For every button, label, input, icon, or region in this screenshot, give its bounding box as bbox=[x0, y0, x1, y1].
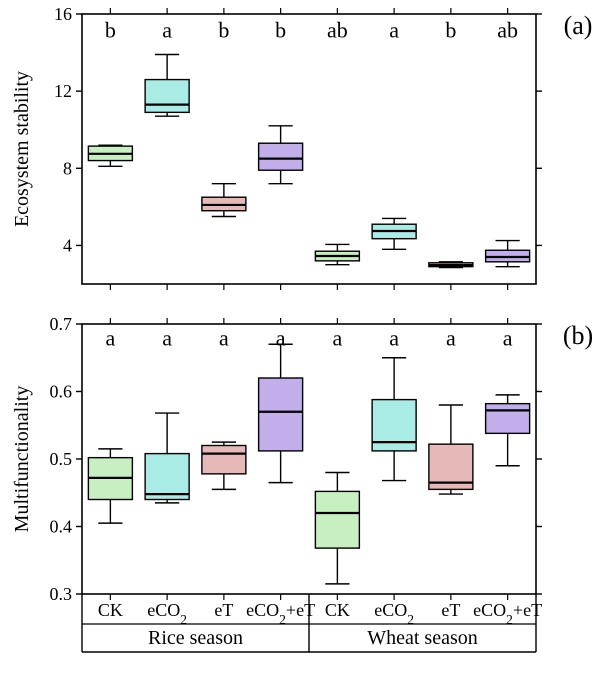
boxplot bbox=[372, 358, 416, 481]
sig-letter: a bbox=[389, 326, 399, 351]
y-axis-label: Multifunctionality bbox=[11, 386, 33, 533]
chart-svg: 481216Ecosystem stability(a)babbababab0.… bbox=[0, 0, 616, 685]
boxplot bbox=[486, 241, 530, 267]
x-category-label: eCO2+eT bbox=[246, 600, 315, 627]
season-label: Wheat season bbox=[367, 627, 478, 649]
ytick-label: 4 bbox=[63, 235, 72, 255]
panel-label: (a) bbox=[564, 11, 593, 40]
ytick-label: 0.5 bbox=[50, 449, 73, 469]
sig-letter: a bbox=[105, 326, 115, 351]
sig-letter: b bbox=[275, 17, 286, 42]
boxplot bbox=[259, 126, 303, 184]
sig-letter: a bbox=[162, 17, 172, 42]
x-category-label: eT bbox=[214, 600, 233, 620]
ytick-label: 16 bbox=[54, 4, 72, 24]
season-label: Rice season bbox=[148, 627, 243, 649]
ytick-label: 12 bbox=[54, 81, 72, 101]
figure-container: 481216Ecosystem stability(a)babbababab0.… bbox=[0, 0, 616, 685]
x-category-label: eT bbox=[441, 600, 460, 620]
ytick-label: 8 bbox=[63, 158, 72, 178]
ytick-label: 0.3 bbox=[50, 584, 73, 604]
sig-letter: ab bbox=[327, 17, 348, 42]
sig-letter: b bbox=[445, 17, 456, 42]
sig-letter: a bbox=[503, 326, 513, 351]
boxplot bbox=[202, 184, 246, 217]
boxplot bbox=[429, 262, 473, 268]
boxplot bbox=[202, 442, 246, 489]
ytick-label: 0.4 bbox=[50, 517, 73, 537]
x-category-label: eCO2 bbox=[374, 600, 414, 627]
ytick-label: 0.6 bbox=[50, 382, 73, 402]
boxplot bbox=[315, 244, 359, 264]
sig-letter: ab bbox=[497, 17, 518, 42]
boxplot bbox=[372, 218, 416, 249]
sig-letter: b bbox=[218, 17, 229, 42]
boxplot bbox=[259, 344, 303, 482]
panel-label: (b) bbox=[563, 321, 593, 350]
sig-letter: a bbox=[332, 326, 342, 351]
sig-letter: a bbox=[389, 17, 399, 42]
ytick-label: 0.7 bbox=[50, 314, 73, 334]
sig-letter: a bbox=[162, 326, 172, 351]
boxplot bbox=[429, 405, 473, 494]
boxplot bbox=[145, 55, 189, 117]
boxplot bbox=[88, 449, 132, 523]
x-category-label: eCO2 bbox=[147, 600, 187, 627]
sig-letter: a bbox=[446, 326, 456, 351]
sig-letter: a bbox=[219, 326, 229, 351]
sig-letter: b bbox=[105, 17, 116, 42]
boxplot bbox=[145, 413, 189, 503]
x-category-label: CK bbox=[325, 600, 350, 620]
boxplot bbox=[88, 145, 132, 166]
x-category-label: CK bbox=[98, 600, 123, 620]
x-category-label: eCO2+eT bbox=[473, 600, 542, 627]
boxplot bbox=[315, 473, 359, 584]
boxplot bbox=[486, 395, 530, 466]
y-axis-label: Ecosystem stability bbox=[11, 71, 33, 227]
